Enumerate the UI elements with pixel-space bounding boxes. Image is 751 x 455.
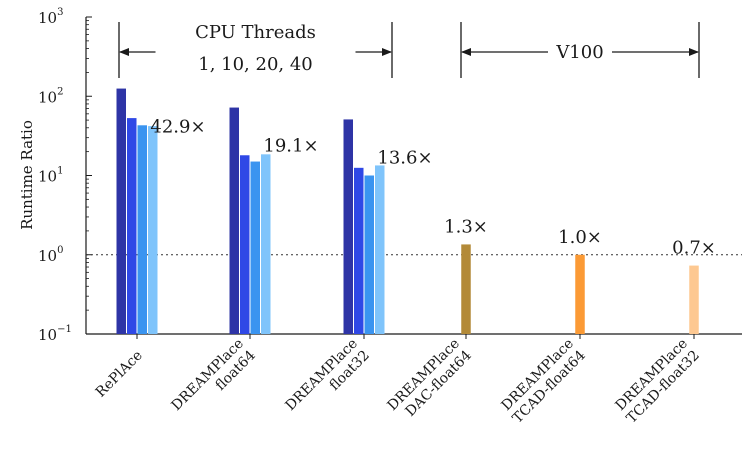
y-tick-label: 10−1	[38, 324, 72, 344]
speedup-annotation: 0.7×	[672, 238, 716, 259]
y-tick-exponent: 2	[57, 86, 63, 97]
bar	[375, 165, 385, 334]
bracket-title: V100	[555, 42, 603, 63]
bar	[148, 126, 158, 335]
bar	[240, 155, 250, 334]
bar	[354, 167, 364, 334]
y-axis-label: Runtime Ratio	[18, 120, 36, 230]
y-tick-exponent: −1	[57, 324, 72, 335]
bar	[364, 175, 374, 334]
bracket-subtitle: 1, 10, 20, 40	[198, 54, 313, 75]
speedup-annotation: 19.1×	[263, 136, 318, 157]
bar	[229, 107, 239, 334]
y-tick-label: 101	[38, 166, 63, 186]
bar	[343, 119, 353, 334]
y-tick-label: 102	[38, 86, 63, 106]
y-tick-exponent: 1	[57, 166, 63, 177]
y-tick-label: 100	[38, 245, 63, 265]
bar	[461, 244, 471, 334]
speedup-annotation: 1.3×	[444, 216, 488, 237]
bar	[127, 118, 137, 334]
y-tick-label: 103	[38, 7, 63, 27]
y-tick-exponent: 0	[57, 245, 63, 256]
bracket-title: CPU Threads	[195, 22, 316, 43]
speedup-annotation: 1.0×	[558, 227, 602, 248]
category-label: RePlAce	[93, 348, 146, 401]
bar	[575, 254, 585, 334]
y-tick-exponent: 3	[57, 7, 63, 18]
bar	[261, 154, 271, 334]
bar	[689, 265, 699, 334]
bar	[116, 88, 126, 334]
bar	[250, 161, 260, 334]
speedup-annotation: 42.9×	[150, 117, 205, 138]
speedup-annotation: 13.6×	[377, 147, 432, 168]
bar	[137, 125, 147, 334]
